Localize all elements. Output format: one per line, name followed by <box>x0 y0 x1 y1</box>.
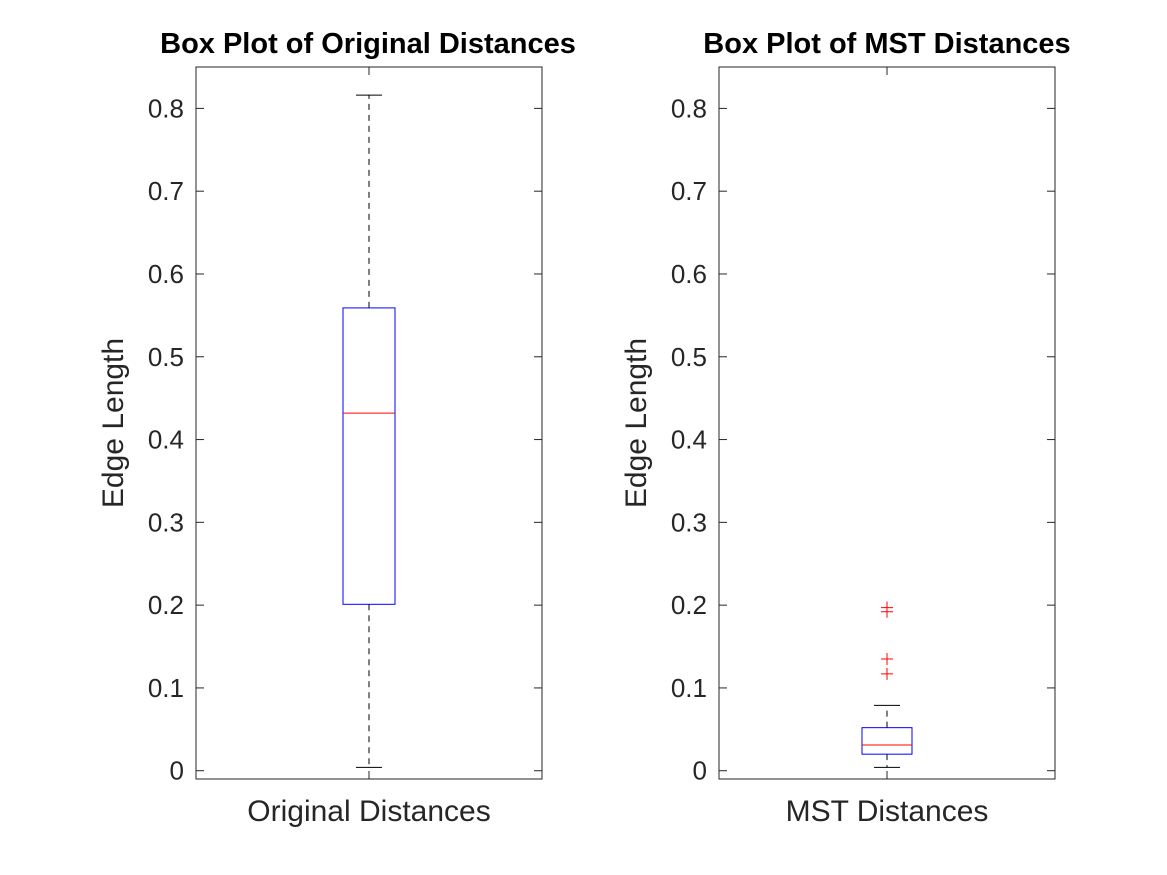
y-axis-label: Edge Length <box>97 338 130 508</box>
y-tick-label: 0.8 <box>671 93 707 123</box>
y-tick-label: 0 <box>170 756 184 786</box>
iqr-box <box>861 727 913 755</box>
subplot-mst-distances: Box Plot of MST Distances 0 0.1 0.2 0.3 0.4 0.… <box>620 28 1071 828</box>
y-tick-label: 0.6 <box>148 259 184 289</box>
outlier-marker <box>881 667 893 680</box>
y-tick-label: 0.2 <box>148 590 184 620</box>
y-tick-label: 0.5 <box>671 342 707 372</box>
y-tick-label: 0.4 <box>148 425 184 455</box>
y-tick-label: 0.3 <box>671 507 707 537</box>
y-tick-label: 0.1 <box>671 673 707 703</box>
y-tick-label: 0.1 <box>148 673 184 703</box>
y-tick-label: 0 <box>693 756 707 786</box>
y-tick-label: 0.8 <box>148 93 184 123</box>
y-tick-label: 0.6 <box>671 259 707 289</box>
chart-title: Box Plot of Original Distances <box>160 28 576 60</box>
y-axis-label: Edge Length <box>620 338 653 508</box>
y-tick-label: 0.2 <box>671 590 707 620</box>
x-category-label: Original Distances <box>247 795 490 828</box>
y-tick-label: 0.4 <box>671 425 707 455</box>
subplot-original-distances: Box Plot of Original Distances 0 0.1 0.2 0.3… <box>97 28 576 828</box>
y-tick-label: 0.7 <box>148 176 184 206</box>
x-category-label: MST Distances <box>786 795 989 828</box>
y-tick-label: 0.7 <box>671 176 707 206</box>
iqr-box <box>342 307 396 605</box>
y-tick-label: 0.3 <box>148 507 184 537</box>
outlier-marker <box>881 601 893 614</box>
y-tick-label: 0.5 <box>148 342 184 372</box>
outlier-marker <box>881 652 893 665</box>
chart-title: Box Plot of MST Distances <box>703 28 1070 60</box>
